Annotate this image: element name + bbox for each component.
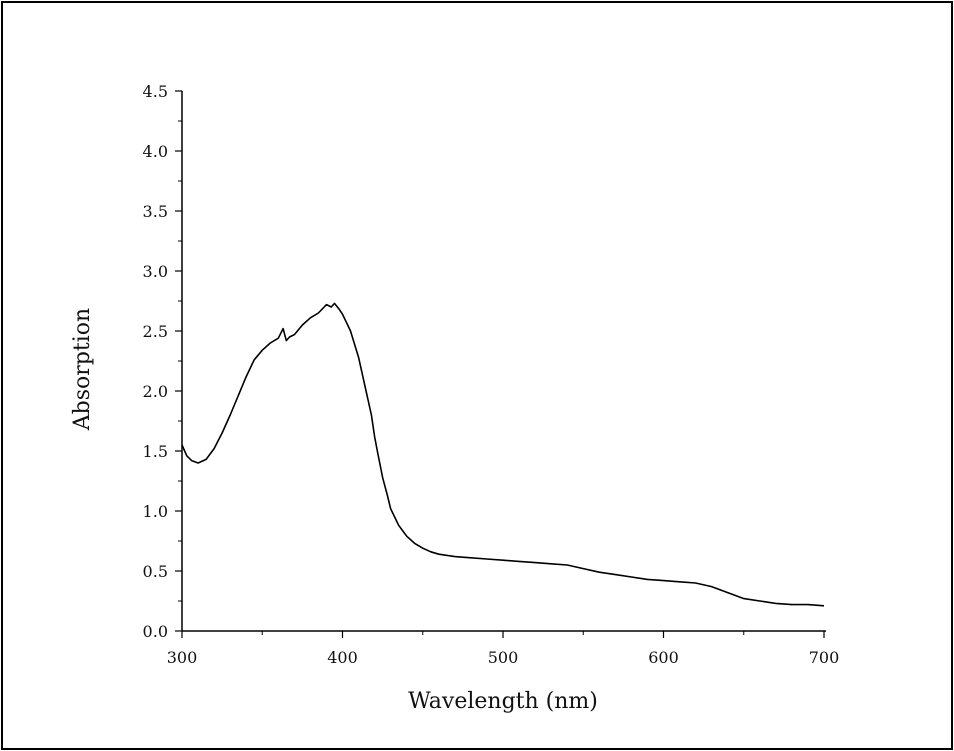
- y-tick-label: 2.0: [143, 382, 168, 401]
- y-tick-label: 2.5: [143, 322, 168, 341]
- y-tick-label: 3.0: [143, 262, 168, 281]
- axes: [181, 91, 826, 632]
- absorption-series-line: [181, 302, 825, 607]
- y-tick-label: 4.5: [143, 82, 168, 101]
- x-tick-label: 300: [167, 648, 198, 667]
- x-tick-label: 500: [488, 648, 519, 667]
- x-tick-label: 400: [327, 648, 358, 667]
- ticks: [175, 90, 825, 638]
- y-tick-label: 0.0: [143, 622, 168, 641]
- y-tick-label: 3.5: [143, 202, 168, 221]
- y-tick-label: 4.0: [143, 142, 168, 161]
- x-tick-label: 600: [648, 648, 679, 667]
- y-tick-label: 0.5: [143, 562, 168, 581]
- tick-labels: 300 400 500 600 700 0.0 0.5 1.0 1.5 2.0 2.5 3.0 3.5 4…: [143, 82, 840, 667]
- y-tick-label: 1.5: [143, 442, 168, 461]
- x-tick-label: 700: [809, 648, 840, 667]
- x-axis-title: Wavelength (nm): [408, 689, 598, 714]
- y-axis-title: Absorption: [70, 308, 95, 431]
- y-tick-label: 1.0: [143, 502, 168, 521]
